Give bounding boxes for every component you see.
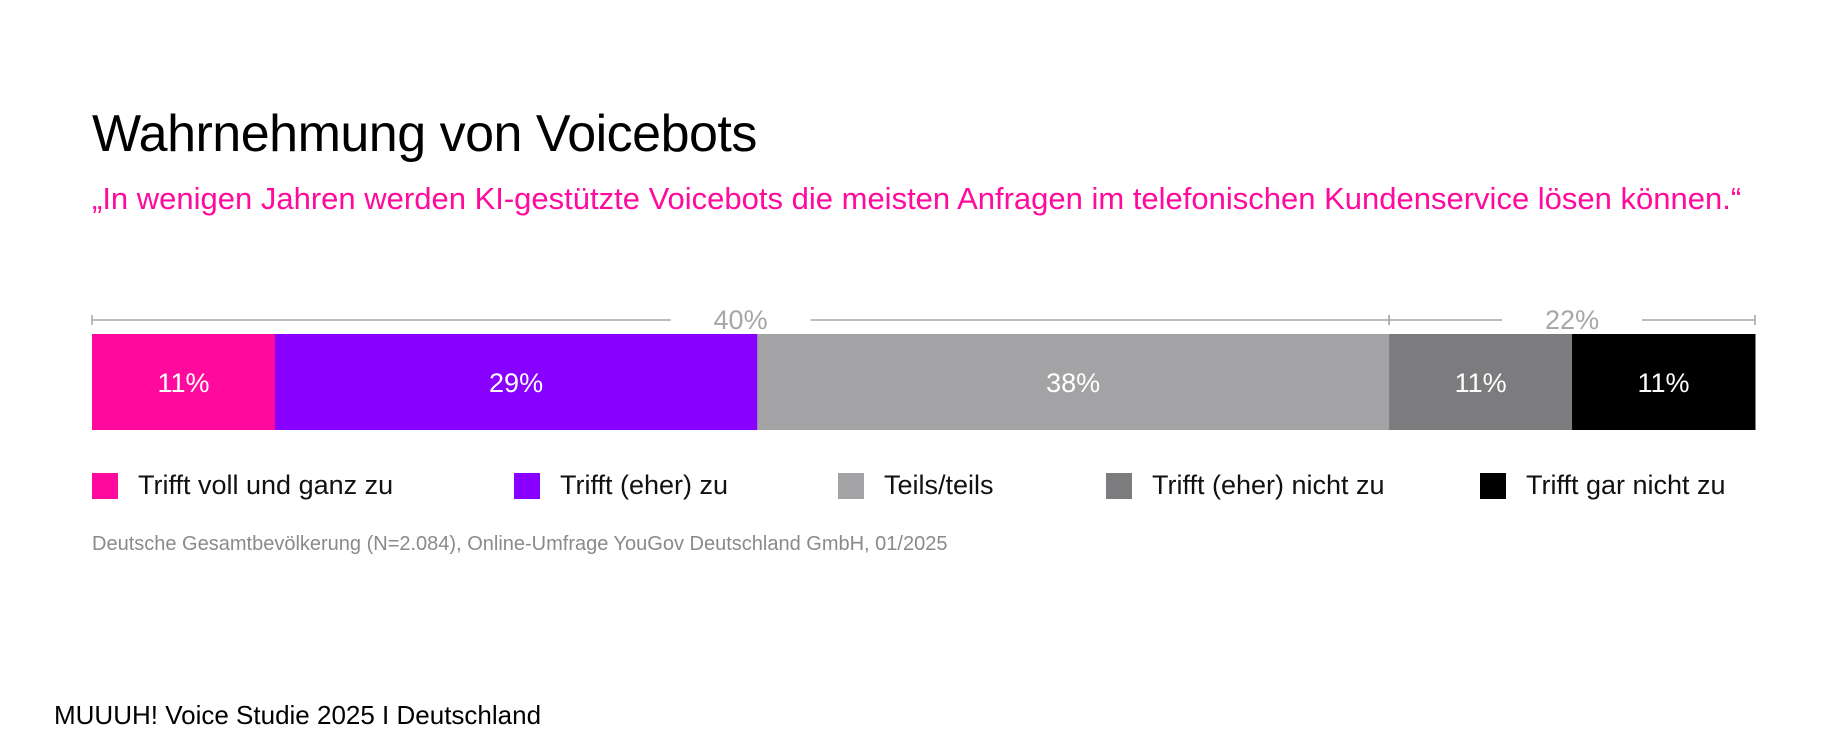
legend-label: Trifft voll und ganz zu — [138, 470, 394, 500]
bar-value-label-1: 11% — [157, 368, 209, 398]
bar-label-group: 11% 29% 38% 11% 11% — [157, 368, 1689, 398]
bar-segment-2 — [274, 334, 758, 430]
source-note: Deutsche Gesamtbevölkerung (N=2.084), On… — [92, 533, 948, 555]
bar-segment-1 — [92, 334, 276, 430]
legend: Trifft voll und ganz zu Trifft (eher) zu T… — [0, 470, 1821, 510]
bar-value-label-4: 11% — [1455, 368, 1507, 398]
legend-item-3: Teils/teils — [838, 470, 994, 501]
legend-swatch — [92, 472, 118, 499]
legend-swatch — [838, 472, 864, 499]
bar-segment-5 — [1572, 334, 1756, 430]
legend-label: Trifft gar nicht zu — [1526, 470, 1726, 500]
legend-label: Teils/teils — [884, 470, 994, 500]
bracket-1: 40% — [91, 305, 1390, 335]
bracket-group: 40% 22% — [91, 305, 1756, 335]
legend-swatch — [1480, 472, 1506, 499]
legend-item-1: Trifft voll und ganz zu — [92, 470, 393, 501]
bar-value-label-3: 38% — [1046, 368, 1100, 398]
chart-subtitle: „In wenigen Jahren werden KI-gestützte V… — [92, 181, 1742, 216]
legend-label: Trifft (eher) zu — [560, 470, 729, 500]
bar-segment-4 — [1389, 334, 1573, 430]
legend-swatch — [1106, 472, 1132, 499]
stacked-bar-chart: 40% 22% 11% 29% 38% 11% 11% — [91, 305, 1756, 430]
bar-segment-3 — [757, 334, 1390, 430]
chart-title: Wahrnehmung von Voicebots — [92, 105, 757, 163]
bracket-label-2: 22% — [1545, 305, 1599, 335]
bar-group — [92, 334, 1756, 430]
bar-value-label-5: 11% — [1638, 368, 1690, 398]
legend-item-4: Trifft (eher) nicht zu — [1106, 470, 1385, 501]
bracket-label-1: 40% — [714, 305, 768, 335]
bracket-2: 22% — [1388, 305, 1756, 335]
legend-item-5: Trifft gar nicht zu — [1480, 470, 1726, 501]
bar-value-label-2: 29% — [489, 368, 543, 398]
legend-label: Trifft (eher) nicht zu — [1152, 470, 1385, 500]
legend-item-2: Trifft (eher) zu — [514, 470, 728, 501]
legend-swatch — [514, 472, 540, 499]
footer-label: MUUUH! Voice Studie 2025 I Deutschland — [54, 700, 542, 730]
